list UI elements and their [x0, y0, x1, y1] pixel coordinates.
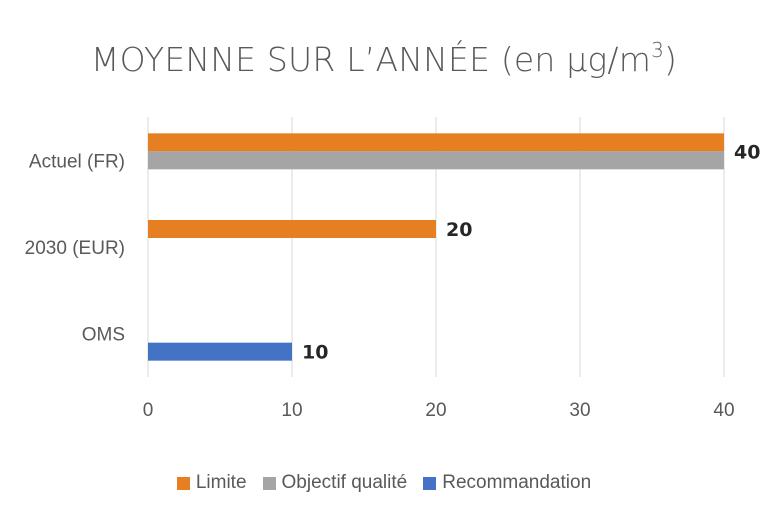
legend-label-2: Recommandation: [442, 472, 592, 493]
bar-objectif-qualit--0: [148, 151, 724, 170]
x-tick-label-0: 0: [143, 400, 154, 421]
legend-swatch-0: [176, 476, 190, 490]
legend-swatch-2: [423, 476, 437, 490]
x-tick-label-3: 30: [569, 400, 590, 421]
bar-recommandation-2: [148, 342, 292, 361]
data-label-1: 20: [446, 219, 472, 241]
legend-item-1: Objectif qualité: [262, 472, 408, 494]
category-label-0: Actuel (FR): [29, 151, 125, 172]
chart-title: MOYENNE SUR L’ANNÉE (en µg/m3): [0, 40, 768, 79]
legend: Limite Objectif qualité Recommandation: [0, 472, 768, 494]
bar-layer: [148, 133, 724, 361]
data-label-0: 40: [734, 141, 760, 163]
chart-title-superscript: 3: [651, 38, 664, 62]
legend-label-1: Objectif qualité: [281, 472, 408, 493]
label-layer: 0 10 20 30 40 Actuel (FR) 2030 (EUR) OMS 40 20 10: [25, 141, 761, 421]
x-tick-label-4: 40: [713, 400, 734, 421]
chart-title-suffix: ): [664, 40, 678, 79]
category-label-2: OMS: [82, 325, 125, 346]
bar-limite-0: [148, 133, 724, 152]
chart-title-text: MOYENNE SUR L’ANNÉE (en µg/m: [90, 40, 652, 79]
x-tick-label-2: 20: [425, 400, 446, 421]
data-label-2: 10: [302, 342, 328, 364]
bar-limite-1: [148, 220, 436, 238]
legend-item-0: Limite: [176, 472, 247, 494]
legend-label-0: Limite: [195, 472, 247, 493]
legend-item-2: Recommandation: [423, 472, 591, 494]
x-tick-label-1: 10: [281, 400, 302, 421]
legend-swatch-1: [262, 476, 276, 490]
category-label-1: 2030 (EUR): [25, 238, 125, 259]
